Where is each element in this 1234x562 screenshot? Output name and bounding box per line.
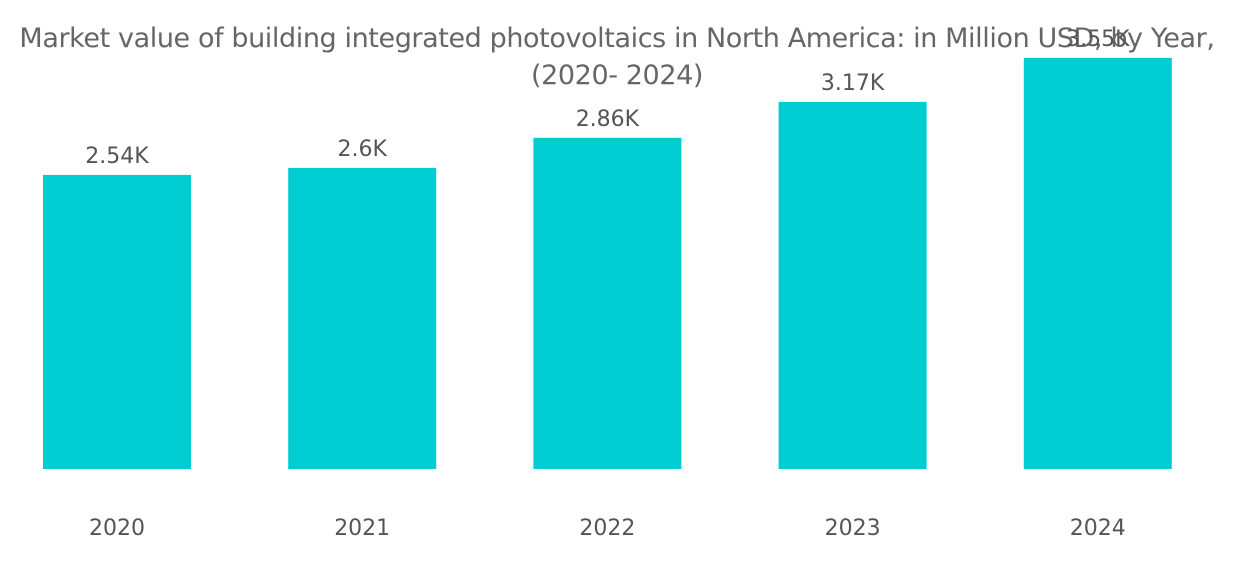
data-label-2024: 3.55K bbox=[1066, 27, 1130, 52]
chart-title-line-1: Market value of building integrated phot… bbox=[19, 23, 1215, 54]
bar-2021 bbox=[288, 167, 437, 469]
data-label-2020: 2.54K bbox=[85, 144, 149, 169]
bar-2024 bbox=[1023, 57, 1172, 470]
x-tick-label-2020: 2020 bbox=[89, 516, 145, 541]
chart-title-line-2: (2020- 2024) bbox=[530, 60, 704, 91]
data-label-2021: 2.6K bbox=[337, 137, 387, 162]
bar-2022 bbox=[533, 137, 682, 470]
bar-2020 bbox=[43, 174, 191, 469]
data-label-2022: 2.86K bbox=[576, 107, 640, 132]
chart-title: Market value of building integrated phot… bbox=[0, 20, 1234, 94]
x-tick-label-2023: 2023 bbox=[825, 516, 881, 541]
bar-2023 bbox=[778, 101, 927, 470]
data-label-2023: 3.17K bbox=[821, 71, 885, 96]
x-tick-label-2021: 2021 bbox=[334, 516, 390, 541]
x-tick-label-2024: 2024 bbox=[1070, 516, 1126, 541]
x-tick-label-2022: 2022 bbox=[579, 516, 635, 541]
